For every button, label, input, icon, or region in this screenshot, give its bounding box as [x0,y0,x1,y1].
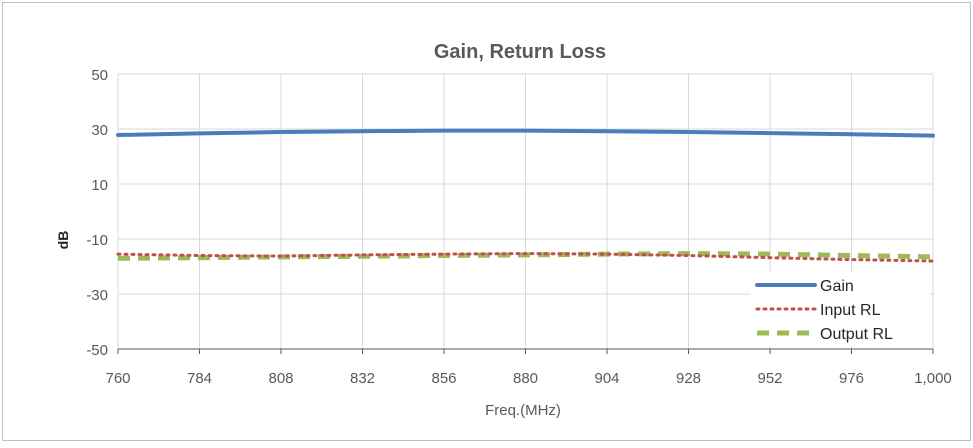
legend-label: Gain [820,278,854,295]
x-tick-label: 880 [513,370,538,387]
x-tick-label: 808 [268,370,293,387]
y-axis-label: dB [55,231,71,250]
chart-border [2,2,971,441]
legend: Gain Input RL Output RL [750,272,930,346]
legend-label: Input RL [820,302,881,319]
x-tick-label: 856 [431,370,456,387]
x-tick-label: 952 [757,370,782,387]
y-tick-label: 50 [91,67,108,84]
x-tick-label: 760 [105,370,130,387]
y-tick-label: 30 [91,122,108,139]
x-tick-label: 832 [350,370,375,387]
y-tick-label: -30 [86,287,108,304]
x-tick-label: 784 [187,370,212,387]
chart-title: Gain, Return Loss [434,41,606,63]
y-tick-label: -10 [86,232,108,249]
legend-label: Output RL [820,326,893,343]
x-axis-label: Freq.(MHz) [485,402,561,419]
x-tick-label: 904 [594,370,619,387]
x-tick-label: 928 [676,370,701,387]
series-line-gain [116,128,935,138]
x-tick-label: 976 [839,370,864,387]
series-line-input-rl [116,252,935,263]
x-tick-label: 1,000 [914,370,952,387]
y-tick-label: -50 [86,342,108,359]
y-tick-label: 10 [91,177,108,194]
series [116,128,935,263]
tick-labels: 50 30 10 -10 -30 -50 760 784 808 832 856 880 904 928 9… [86,67,951,387]
